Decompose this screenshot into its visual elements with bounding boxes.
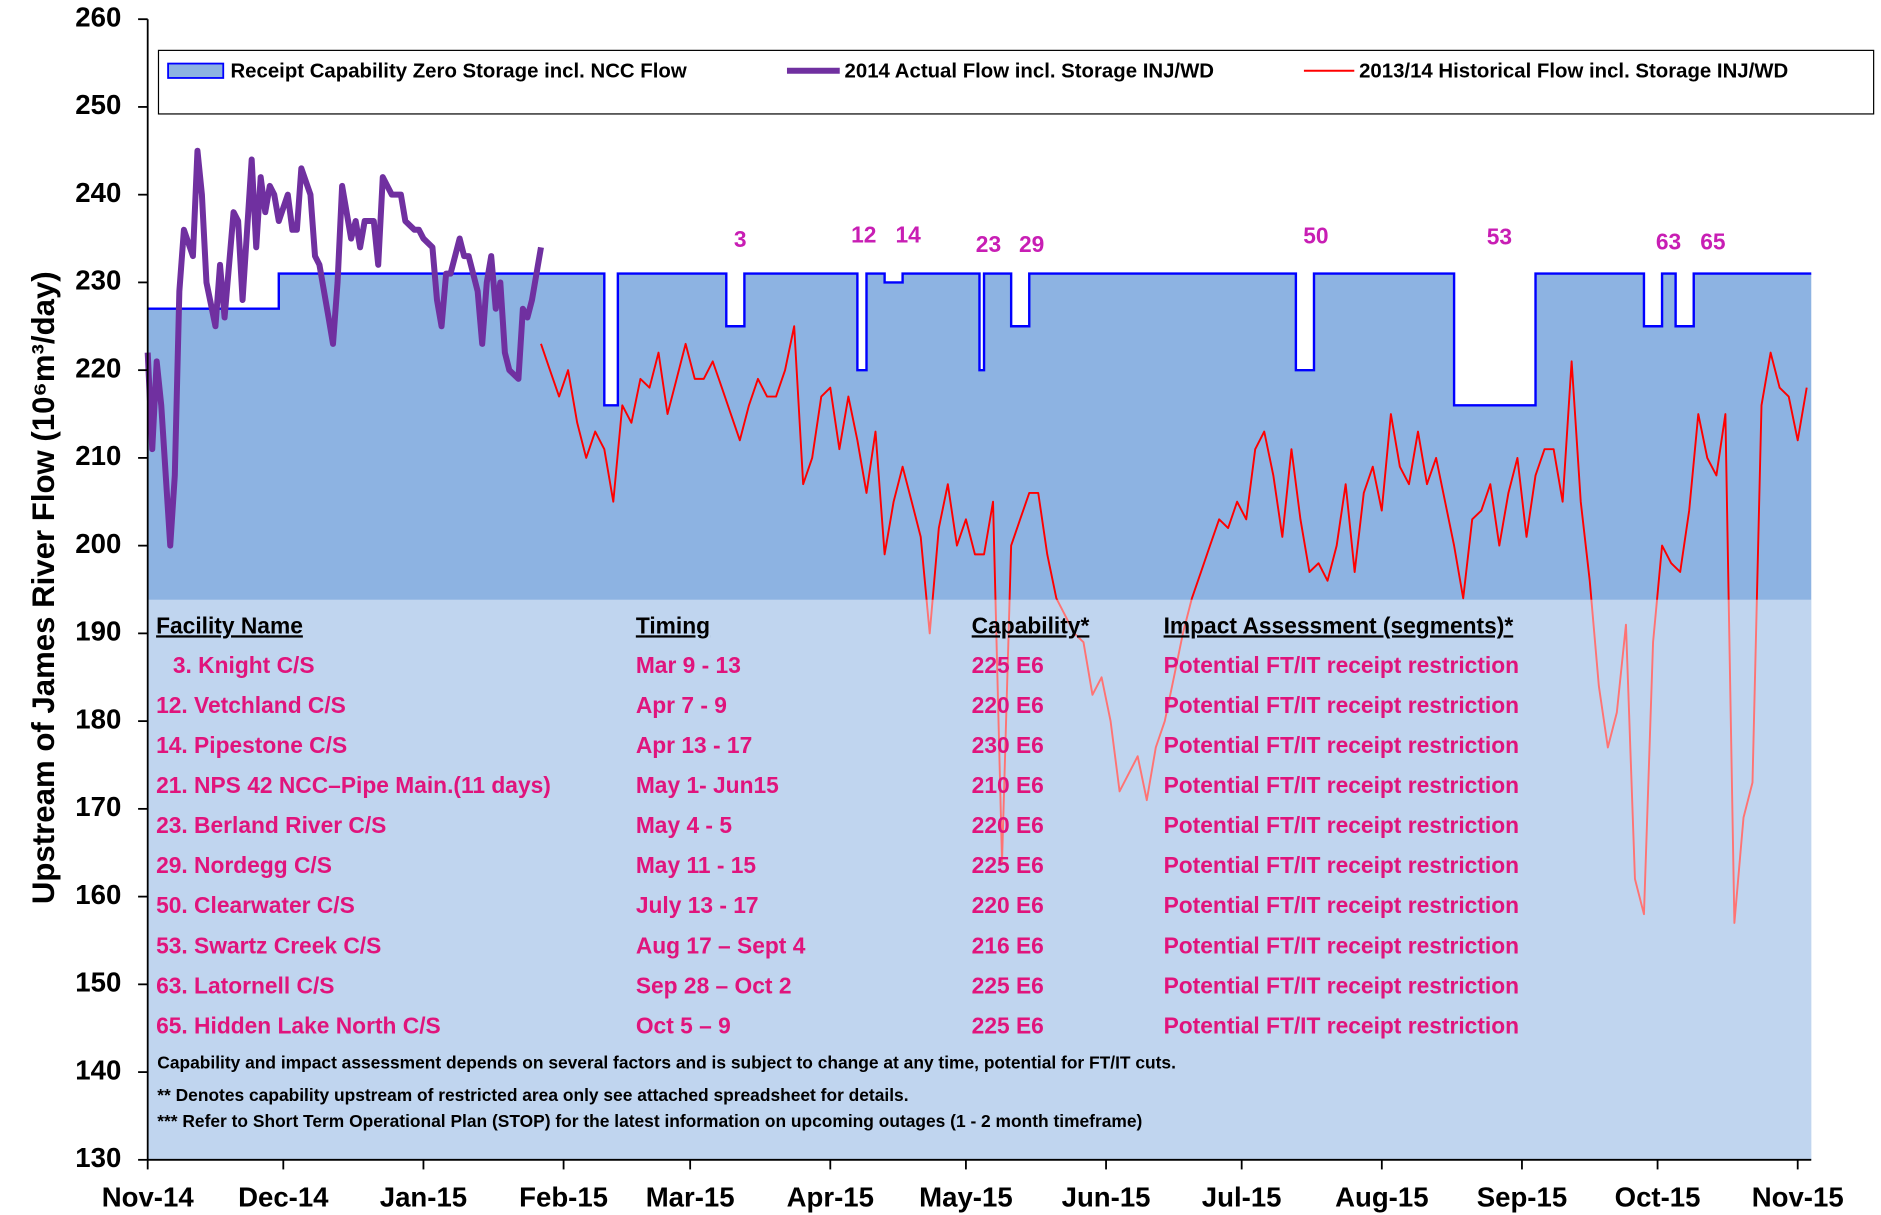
flow-line — [144, 147, 544, 549]
table-cell: 210 E6 — [972, 772, 1044, 798]
table-note: *** Refer to Short Term Operational Plan… — [157, 1111, 1142, 1131]
table-header: Impact Assessment (segments)* — [1164, 612, 1514, 638]
x-tick-label: Aug-15 — [1335, 1182, 1428, 1213]
outage-label: 12 — [851, 221, 876, 247]
table-cell: 216 E6 — [972, 932, 1044, 958]
table-cell: Potential FT/IT receipt restriction — [1164, 892, 1519, 918]
x-tick-label: Apr-15 — [787, 1182, 874, 1213]
table-cell: 220 E6 — [972, 892, 1044, 918]
table-cell: 12. Vetchland C/S — [156, 692, 346, 718]
table-cell: Potential FT/IT receipt restriction — [1164, 732, 1519, 758]
y-tick-label: 200 — [75, 528, 121, 559]
x-tick-label: Mar-15 — [646, 1182, 735, 1213]
table-cell: 225 E6 — [972, 652, 1044, 678]
table-cell: Potential FT/IT receipt restriction — [1164, 932, 1519, 958]
x-tick-label: Jul-15 — [1202, 1182, 1282, 1213]
table-cell: Potential FT/IT receipt restriction — [1164, 972, 1519, 998]
table-cell: 53. Swartz Creek C/S — [156, 932, 381, 958]
x-tick-label: Dec-14 — [238, 1182, 329, 1213]
table-cell: July 13 - 17 — [636, 892, 759, 918]
table-cell: May 4 - 5 — [636, 812, 733, 838]
table-cell: Sep 28 – Oct 2 — [636, 972, 792, 998]
legend-swatch — [167, 62, 225, 79]
x-tick-label: Sep-15 — [1477, 1182, 1567, 1213]
y-tick-label: 230 — [75, 265, 121, 296]
table-cell: Potential FT/IT receipt restriction — [1164, 772, 1519, 798]
y-tick-label: 220 — [75, 352, 121, 383]
table-header: Facility Name — [156, 612, 303, 638]
outage-label: 53 — [1487, 224, 1512, 250]
table-cell: 21. NPS 42 NCC–Pipe Main.(11 days) — [156, 772, 551, 798]
y-tick-label: 210 — [75, 440, 121, 471]
table-cell: 230 E6 — [972, 732, 1044, 758]
outage-label: 3 — [734, 226, 747, 252]
outage-label: 14 — [895, 221, 921, 247]
y-tick-label: 250 — [75, 89, 121, 120]
legend-box — [157, 49, 1875, 115]
legend-label: 2013/14 Historical Flow incl. Storage IN… — [1359, 60, 1788, 82]
table-header: Timing — [636, 612, 710, 638]
table-cell: 14. Pipestone C/S — [156, 732, 347, 758]
table-cell: Potential FT/IT receipt restriction — [1164, 652, 1519, 678]
table-cell: 225 E6 — [972, 852, 1044, 878]
table-cell: May 11 - 15 — [636, 852, 757, 878]
table-cell: 23. Berland River C/S — [156, 812, 386, 838]
legend-label: 2014 Actual Flow incl. Storage INJ/WD — [845, 60, 1214, 82]
table-cell: 225 E6 — [972, 1012, 1044, 1038]
y-tick-label: 190 — [75, 616, 121, 647]
table-cell: 29. Nordegg C/S — [156, 852, 332, 878]
table-cell: 220 E6 — [972, 692, 1044, 718]
y-tick-label: 260 — [75, 1, 121, 32]
outage-label: 63 — [1656, 228, 1681, 254]
y-tick-label: 160 — [75, 879, 121, 910]
table-cell: May 1- Jun15 — [636, 772, 779, 798]
table-cell: Apr 7 - 9 — [636, 692, 727, 718]
outage-label: 65 — [1700, 228, 1726, 254]
table-cell: Aug 17 – Sept 4 — [636, 932, 806, 958]
table-cell: 63. Latornell C/S — [156, 972, 334, 998]
x-tick-label: May-15 — [919, 1182, 1013, 1213]
y-tick-label: 170 — [75, 791, 121, 822]
outage-label: 50 — [1303, 222, 1328, 248]
table-cell: 50. Clearwater C/S — [156, 892, 355, 918]
table-cell: 65. Hidden Lake North C/S — [156, 1012, 441, 1038]
x-tick-label: Feb-15 — [519, 1182, 608, 1213]
table-cell: 225 E6 — [972, 972, 1044, 998]
table-note: ** Denotes capability upstream of restri… — [157, 1085, 908, 1105]
x-tick-label: Nov-15 — [1752, 1182, 1844, 1213]
x-tick-label: Nov-14 — [102, 1182, 195, 1213]
y-tick-label: 180 — [75, 703, 121, 734]
x-tick-label: Jun-15 — [1062, 1182, 1151, 1213]
table-overlay — [147, 599, 1812, 1160]
flow-line — [540, 325, 1808, 924]
table-cell: Oct 5 – 9 — [636, 1012, 731, 1038]
y-tick-label: 150 — [75, 967, 121, 998]
x-tick-label: Jan-15 — [380, 1182, 467, 1213]
legend-label: Receipt Capability Zero Storage incl. NC… — [230, 60, 686, 82]
table-cell: Potential FT/IT receipt restriction — [1164, 692, 1519, 718]
outage-label: 29 — [1019, 231, 1044, 257]
table-header: Capability* — [972, 612, 1090, 638]
table-cell: Mar 9 - 13 — [636, 652, 741, 678]
y-tick-label: 140 — [75, 1054, 121, 1085]
capability-area — [147, 273, 1812, 1160]
table-note: Capability and impact assessment depends… — [157, 1052, 1176, 1072]
y-axis-label: Upstream of James River Flow (10⁶m³/day) — [26, 271, 61, 904]
x-tick-label: Oct-15 — [1615, 1182, 1701, 1213]
table-cell: 3. Knight C/S — [173, 652, 315, 678]
y-tick-label: 130 — [75, 1142, 121, 1173]
table-cell: Potential FT/IT receipt restriction — [1164, 812, 1519, 838]
table-cell: Apr 13 - 17 — [636, 732, 752, 758]
outage-label: 23 — [976, 231, 1001, 257]
table-cell: Potential FT/IT receipt restriction — [1164, 852, 1519, 878]
y-tick-label: 240 — [75, 177, 121, 208]
table-cell: Potential FT/IT receipt restriction — [1164, 1012, 1519, 1038]
table-cell: 220 E6 — [972, 812, 1044, 838]
capability-edge — [147, 272, 1812, 407]
